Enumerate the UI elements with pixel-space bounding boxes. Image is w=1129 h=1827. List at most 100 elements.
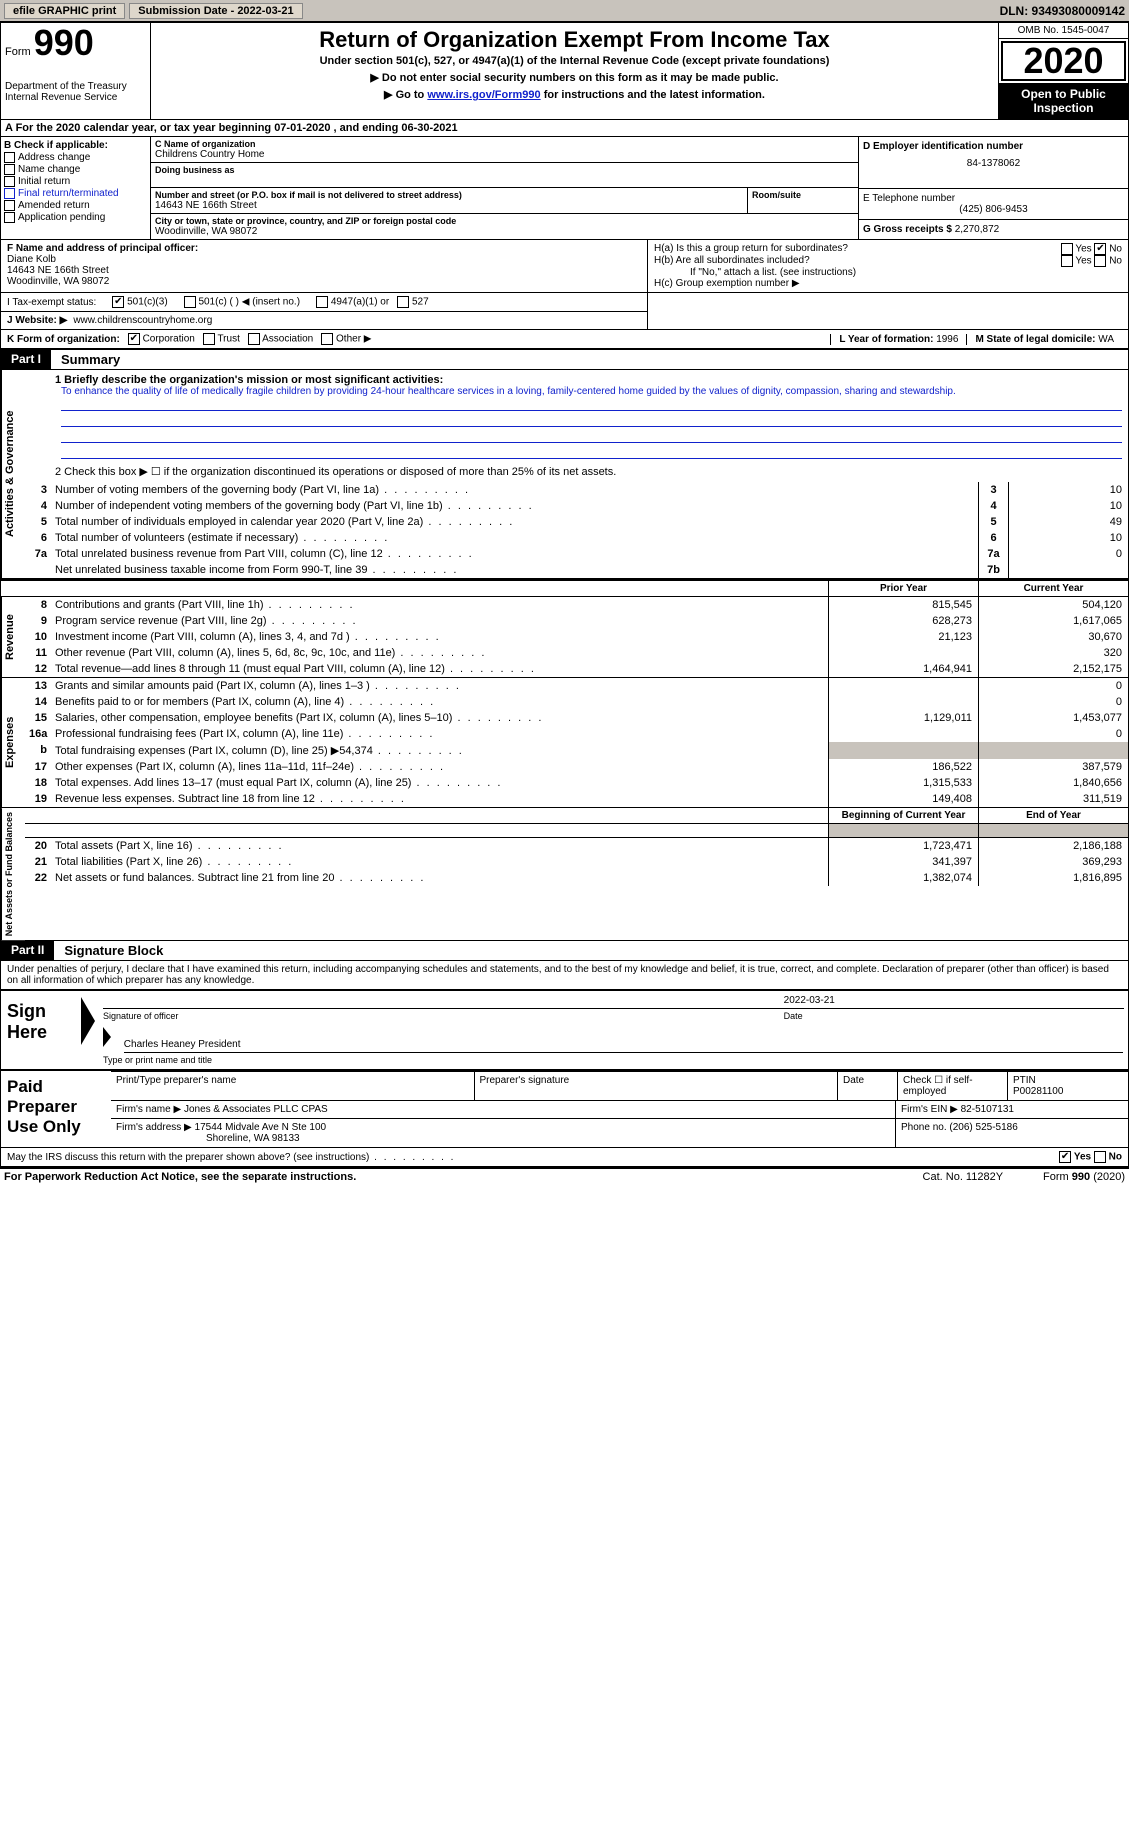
line-desc: Benefits paid to or for members (Part IX… [51,694,828,710]
line-number: 17 [25,759,51,775]
city-label: City or town, state or province, country… [155,216,854,226]
line-number: 3 [25,482,51,498]
cat-no: Cat. No. 11282Y [923,1171,1004,1183]
officer-name: Diane Kolb [7,254,641,265]
irs-discuss-yes-checkbox[interactable] [1059,1151,1071,1163]
i-501c-checkbox[interactable] [184,296,196,308]
instructions-link[interactable]: www.irs.gov/Form990 [427,89,540,101]
line-number [25,562,51,578]
section-revenue: Revenue 8Contributions and grants (Part … [1,597,1128,678]
current-year-value: 2,152,175 [978,661,1128,677]
current-year-value: 0 [978,726,1128,742]
signature-block: Sign Here 2022-03-21 Signature of office… [1,989,1128,1071]
submission-date: Submission Date - 2022-03-21 [129,3,302,19]
check-application-pending[interactable]: Application pending [4,212,147,223]
header-right: OMB No. 1545-0047 2020 Open to Public In… [998,23,1128,119]
efile-print-button[interactable]: efile GRAPHIC print [4,3,125,19]
firm-addr2: Shoreline, WA 98133 [116,1133,890,1144]
line-desc: Investment income (Part VIII, column (A)… [51,629,828,645]
current-year-value: 320 [978,645,1128,661]
h-b-yes-checkbox[interactable] [1061,255,1073,267]
check-final-return[interactable]: Final return/terminated [4,188,147,199]
data-row: 10Investment income (Part VIII, column (… [25,629,1128,645]
i-501c3-checkbox[interactable] [112,296,124,308]
ein-value: 84-1378062 [863,158,1124,169]
check-initial-return[interactable]: Initial return [4,176,147,187]
part-1-title: Summary [51,350,130,369]
top-bar: efile GRAPHIC print Submission Date - 20… [0,0,1129,22]
data-row: 18Total expenses. Add lines 13–17 (must … [25,775,1128,791]
k-assoc-checkbox[interactable] [248,333,260,345]
h-a-no-checkbox[interactable] [1094,243,1106,255]
line-desc: Total number of individuals employed in … [51,514,978,530]
governance-row: Net unrelated business taxable income fr… [25,562,1128,578]
mission-text: To enhance the quality of life of medica… [25,386,1128,397]
section-governance: Activities & Governance 1 Briefly descri… [1,370,1128,579]
irs-discuss-text: May the IRS discuss this return with the… [7,1152,1059,1163]
h-a-yes-checkbox[interactable] [1061,243,1073,255]
line-box: 7a [978,546,1008,562]
form-org-label: K Form of organization: [7,334,120,345]
line-number: 7a [25,546,51,562]
form-subtitle-1: Under section 501(c), 527, or 4947(a)(1)… [155,55,994,67]
current-year-value: 0 [978,678,1128,694]
data-row: 13Grants and similar amounts paid (Part … [25,678,1128,694]
line-desc: Grants and similar amounts paid (Part IX… [51,678,828,694]
firm-ein-label: Firm's EIN ▶ [901,1104,958,1115]
k-corp-checkbox[interactable] [128,333,140,345]
prior-year-value: 1,315,533 [828,775,978,791]
prior-year-value [828,742,978,759]
data-row: 16aProfessional fundraising fees (Part I… [25,726,1128,742]
data-row: 21Total liabilities (Part X, line 26)341… [25,854,1128,870]
line-value: 0 [1008,546,1128,562]
line-number: 14 [25,694,51,710]
dba-label: Doing business as [155,165,854,175]
line-desc: Total fundraising expenses (Part IX, col… [51,742,828,759]
k-other-checkbox[interactable] [321,333,333,345]
officer-name-title: Charles Heaney President [124,1039,1123,1050]
phone-label: E Telephone number [863,193,1124,204]
line-box: 3 [978,482,1008,498]
current-year-value: 1,453,077 [978,710,1128,726]
prior-year-value: 149,408 [828,791,978,807]
current-year-value: 369,293 [978,854,1128,870]
current-year-value: 0 [978,694,1128,710]
arrow-icon [81,997,95,1045]
box-f-h: F Name and address of principal officer:… [1,240,1128,293]
current-year-value: 1,816,895 [978,870,1128,886]
prior-year-value [828,645,978,661]
line-number: 18 [25,775,51,791]
check-address-change[interactable]: Address change [4,152,147,163]
h-b-no-checkbox[interactable] [1094,255,1106,267]
line-box: 4 [978,498,1008,514]
i-4947-checkbox[interactable] [316,296,328,308]
open-public-badge: Open to Public Inspection [999,83,1128,119]
data-row: 9Program service revenue (Part VIII, lin… [25,613,1128,629]
box-f: F Name and address of principal officer:… [1,240,648,292]
k-trust-checkbox[interactable] [203,333,215,345]
line-desc: Revenue less expenses. Subtract line 18 … [51,791,828,807]
h-c-label: H(c) Group exemption number ▶ [654,278,1122,289]
signature-officer-label: Signature of officer [103,1011,784,1021]
line-value [1008,562,1128,578]
irs-discuss-no-checkbox[interactable] [1094,1151,1106,1163]
current-year-value: 1,617,065 [978,613,1128,629]
line-number: 22 [25,870,51,886]
street-address: 14643 NE 166th Street [155,200,743,211]
state-domicile-label: M State of legal domicile: [975,334,1095,345]
data-row: 15Salaries, other compensation, employee… [25,710,1128,726]
year-formation-label: L Year of formation: [839,334,933,345]
line-value: 10 [1008,530,1128,546]
q2-text: 2 Check this box ▶ ☐ if the organization… [25,461,1128,482]
ptin-label: PTIN [1013,1075,1123,1086]
officer-addr2: Woodinville, WA 98072 [7,276,641,287]
part-1-header: Part I Summary [1,349,1128,370]
i-527-checkbox[interactable] [397,296,409,308]
current-year-value: 311,519 [978,791,1128,807]
line-number: 9 [25,613,51,629]
prior-year-value: 341,397 [828,854,978,870]
check-name-change[interactable]: Name change [4,164,147,175]
row-j: J Website: ▶ www.childrenscountryhome.or… [1,312,647,329]
line-desc: Program service revenue (Part VIII, line… [51,613,828,629]
check-amended-return[interactable]: Amended return [4,200,147,211]
